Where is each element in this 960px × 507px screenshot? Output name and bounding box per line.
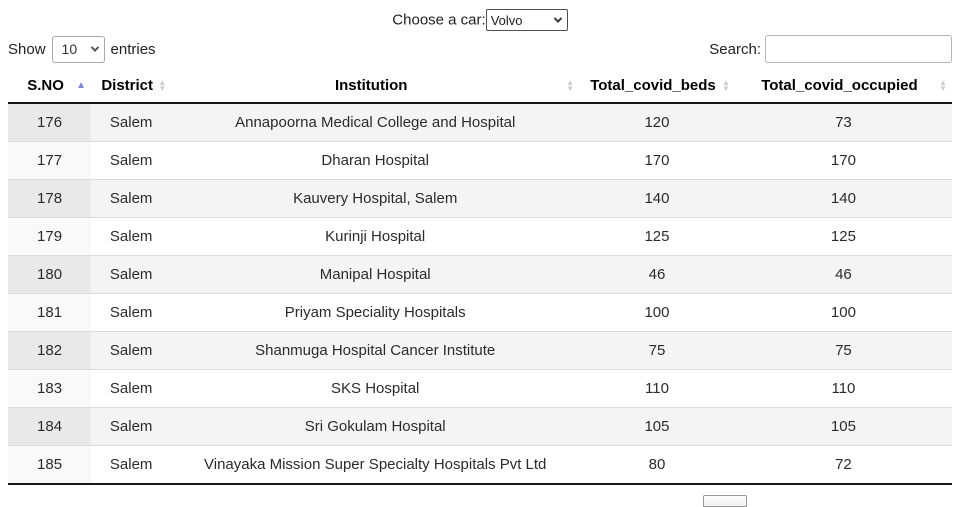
search-control: Search: (709, 35, 952, 63)
cell-sno: 181 (8, 293, 92, 332)
entries-select[interactable]: 10 (51, 35, 105, 63)
car-chooser-label: Choose a car: (392, 11, 486, 29)
cell-total-covid-beds: 140 (579, 179, 735, 218)
car-select[interactable]: Volvo (485, 9, 568, 31)
table-header-row: S.NO ▲ District ▲ ▼ Institution ▲ ▼ Total_… (8, 70, 952, 104)
search-input[interactable] (765, 35, 952, 63)
cell-total-covid-beds: 75 (579, 331, 735, 370)
cell-district: Salem (91, 445, 172, 484)
cell-total-covid-occupied: 105 (734, 407, 952, 446)
entries-select-wrap: 10 (51, 35, 105, 63)
cell-institution: Annapoorna Medical College and Hospital (235, 114, 516, 131)
car-select-wrap: Volvo (485, 9, 568, 31)
column-header-label: Total_covid_beds (590, 77, 716, 94)
cell-institution: Sri Gokulam Hospital (171, 407, 580, 446)
cell-district: Salem (91, 369, 172, 408)
cell-district: Salem (91, 331, 172, 370)
cell-total-covid-occupied: 125 (734, 217, 952, 256)
cell-sno: 185 (8, 445, 92, 484)
cell-total-covid-beds: 110 (579, 369, 735, 408)
column-header[interactable]: Total_covid_beds ▲ ▼ (579, 70, 735, 104)
cell-total-covid-beds: 100 (579, 293, 735, 332)
entries-length-control: Show 10 entries (8, 35, 156, 63)
column-header[interactable]: Institution ▲ ▼ (171, 70, 580, 104)
cell-district: Salem (109, 114, 153, 131)
cell-sno: 180 (8, 255, 92, 294)
column-header[interactable]: District ▲ ▼ (91, 70, 172, 104)
pagination-button-partial[interactable] (703, 495, 747, 507)
cell-total-covid-occupied: 72 (734, 445, 952, 484)
search-label: Search: (709, 40, 761, 58)
cell-total-covid-beds: 125 (579, 217, 735, 256)
column-header-label: Total_covid_occupied (761, 77, 918, 94)
table-row: 182 Salem Shanmuga Hospital Cancer Insti… (8, 331, 952, 370)
cell-sno: 184 (8, 407, 92, 446)
entries-label: entries (110, 40, 156, 58)
cell-institution: Shanmuga Hospital Cancer Institute (171, 331, 580, 370)
cell-total-covid-occupied: 110 (734, 369, 952, 408)
cell-total-covid-occupied: 73 (835, 114, 852, 131)
table-row: 181 Salem Priyam Speciality Hospitals 10… (8, 293, 952, 332)
cell-total-covid-beds: 120 (644, 114, 670, 131)
cell-institution: Vinayaka Mission Super Specialty Hospita… (171, 445, 580, 484)
cell-sno: 182 (8, 331, 92, 370)
cell-total-covid-occupied: 100 (734, 293, 952, 332)
sort-icons: ▲ ▼ (566, 78, 575, 93)
cell-total-covid-beds: 170 (579, 141, 735, 180)
cell-total-covid-occupied: 75 (734, 331, 952, 370)
cell-district: Salem (91, 293, 172, 332)
table-row: 178 Salem Kauvery Hospital, Salem 140 14… (8, 179, 952, 218)
cell-sno: 177 (8, 141, 92, 180)
cell-total-covid-occupied: 140 (734, 179, 952, 218)
sort-icons: ▲ ▼ (939, 78, 947, 93)
table-body: 176 Salem Annapoorna Medical College and… (8, 103, 952, 484)
cell-institution: Dharan Hospital (171, 141, 580, 180)
table-row: 179 Salem Kurinji Hospital 125 125 (8, 217, 952, 256)
cell-institution: Manipal Hospital (171, 255, 580, 294)
cell-district: Salem (91, 217, 172, 256)
cell-total-covid-beds: 46 (579, 255, 735, 294)
cell-institution: Kurinji Hospital (171, 217, 580, 256)
cell-district: Salem (91, 407, 172, 446)
cell-district: Salem (91, 255, 172, 294)
cell-sno: 179 (8, 217, 92, 256)
cell-sno: 176 (8, 103, 92, 142)
table-row: 184 Salem Sri Gokulam Hospital 105 105 (8, 407, 952, 446)
cell-institution: SKS Hospital (171, 369, 580, 408)
table-row: 185 Salem Vinayaka Mission Super Special… (8, 445, 952, 484)
cell-district: Salem (91, 141, 172, 180)
table-row: 180 Salem Manipal Hospital 46 46 (8, 255, 952, 294)
cell-total-covid-beds: 80 (579, 445, 735, 484)
car-chooser-row: Choose a car: Volvo (8, 9, 952, 33)
sort-icons: ▲ ▼ (721, 78, 730, 93)
cell-total-covid-beds: 105 (579, 407, 735, 446)
cell-sno: 178 (8, 179, 92, 218)
cell-district: Salem (91, 179, 172, 218)
sort-icons: ▲ ▼ (158, 78, 167, 93)
table-row: 183 Salem SKS Hospital 110 110 (8, 369, 952, 408)
data-table: S.NO ▲ District ▲ ▼ Institution ▲ ▼ Total_… (8, 70, 952, 485)
column-header[interactable]: S.NO ▲ (8, 70, 92, 104)
column-header-label: District (101, 77, 154, 94)
table-controls-row: Show 10 entries Search: (8, 35, 952, 63)
cell-sno: 183 (8, 369, 92, 408)
cell-total-covid-occupied: 46 (734, 255, 952, 294)
show-label: Show (8, 40, 46, 58)
cell-total-covid-occupied: 170 (734, 141, 952, 180)
cell-institution: Kauvery Hospital, Salem (171, 179, 580, 218)
cell-institution: Priyam Speciality Hospitals (171, 293, 580, 332)
table-row: 177 Salem Dharan Hospital 170 170 (8, 141, 952, 180)
column-header-label: S.NO (27, 77, 64, 94)
sort-ascending-active-icon: ▲ (76, 80, 87, 91)
table-row: 176 Salem Annapoorna Medical College and… (8, 103, 952, 142)
table-header: S.NO ▲ District ▲ ▼ Institution ▲ ▼ Total_… (8, 70, 952, 104)
column-header[interactable]: Total_covid_occupied ▲ ▼ (734, 70, 952, 104)
column-header-label: Institution (334, 77, 408, 94)
